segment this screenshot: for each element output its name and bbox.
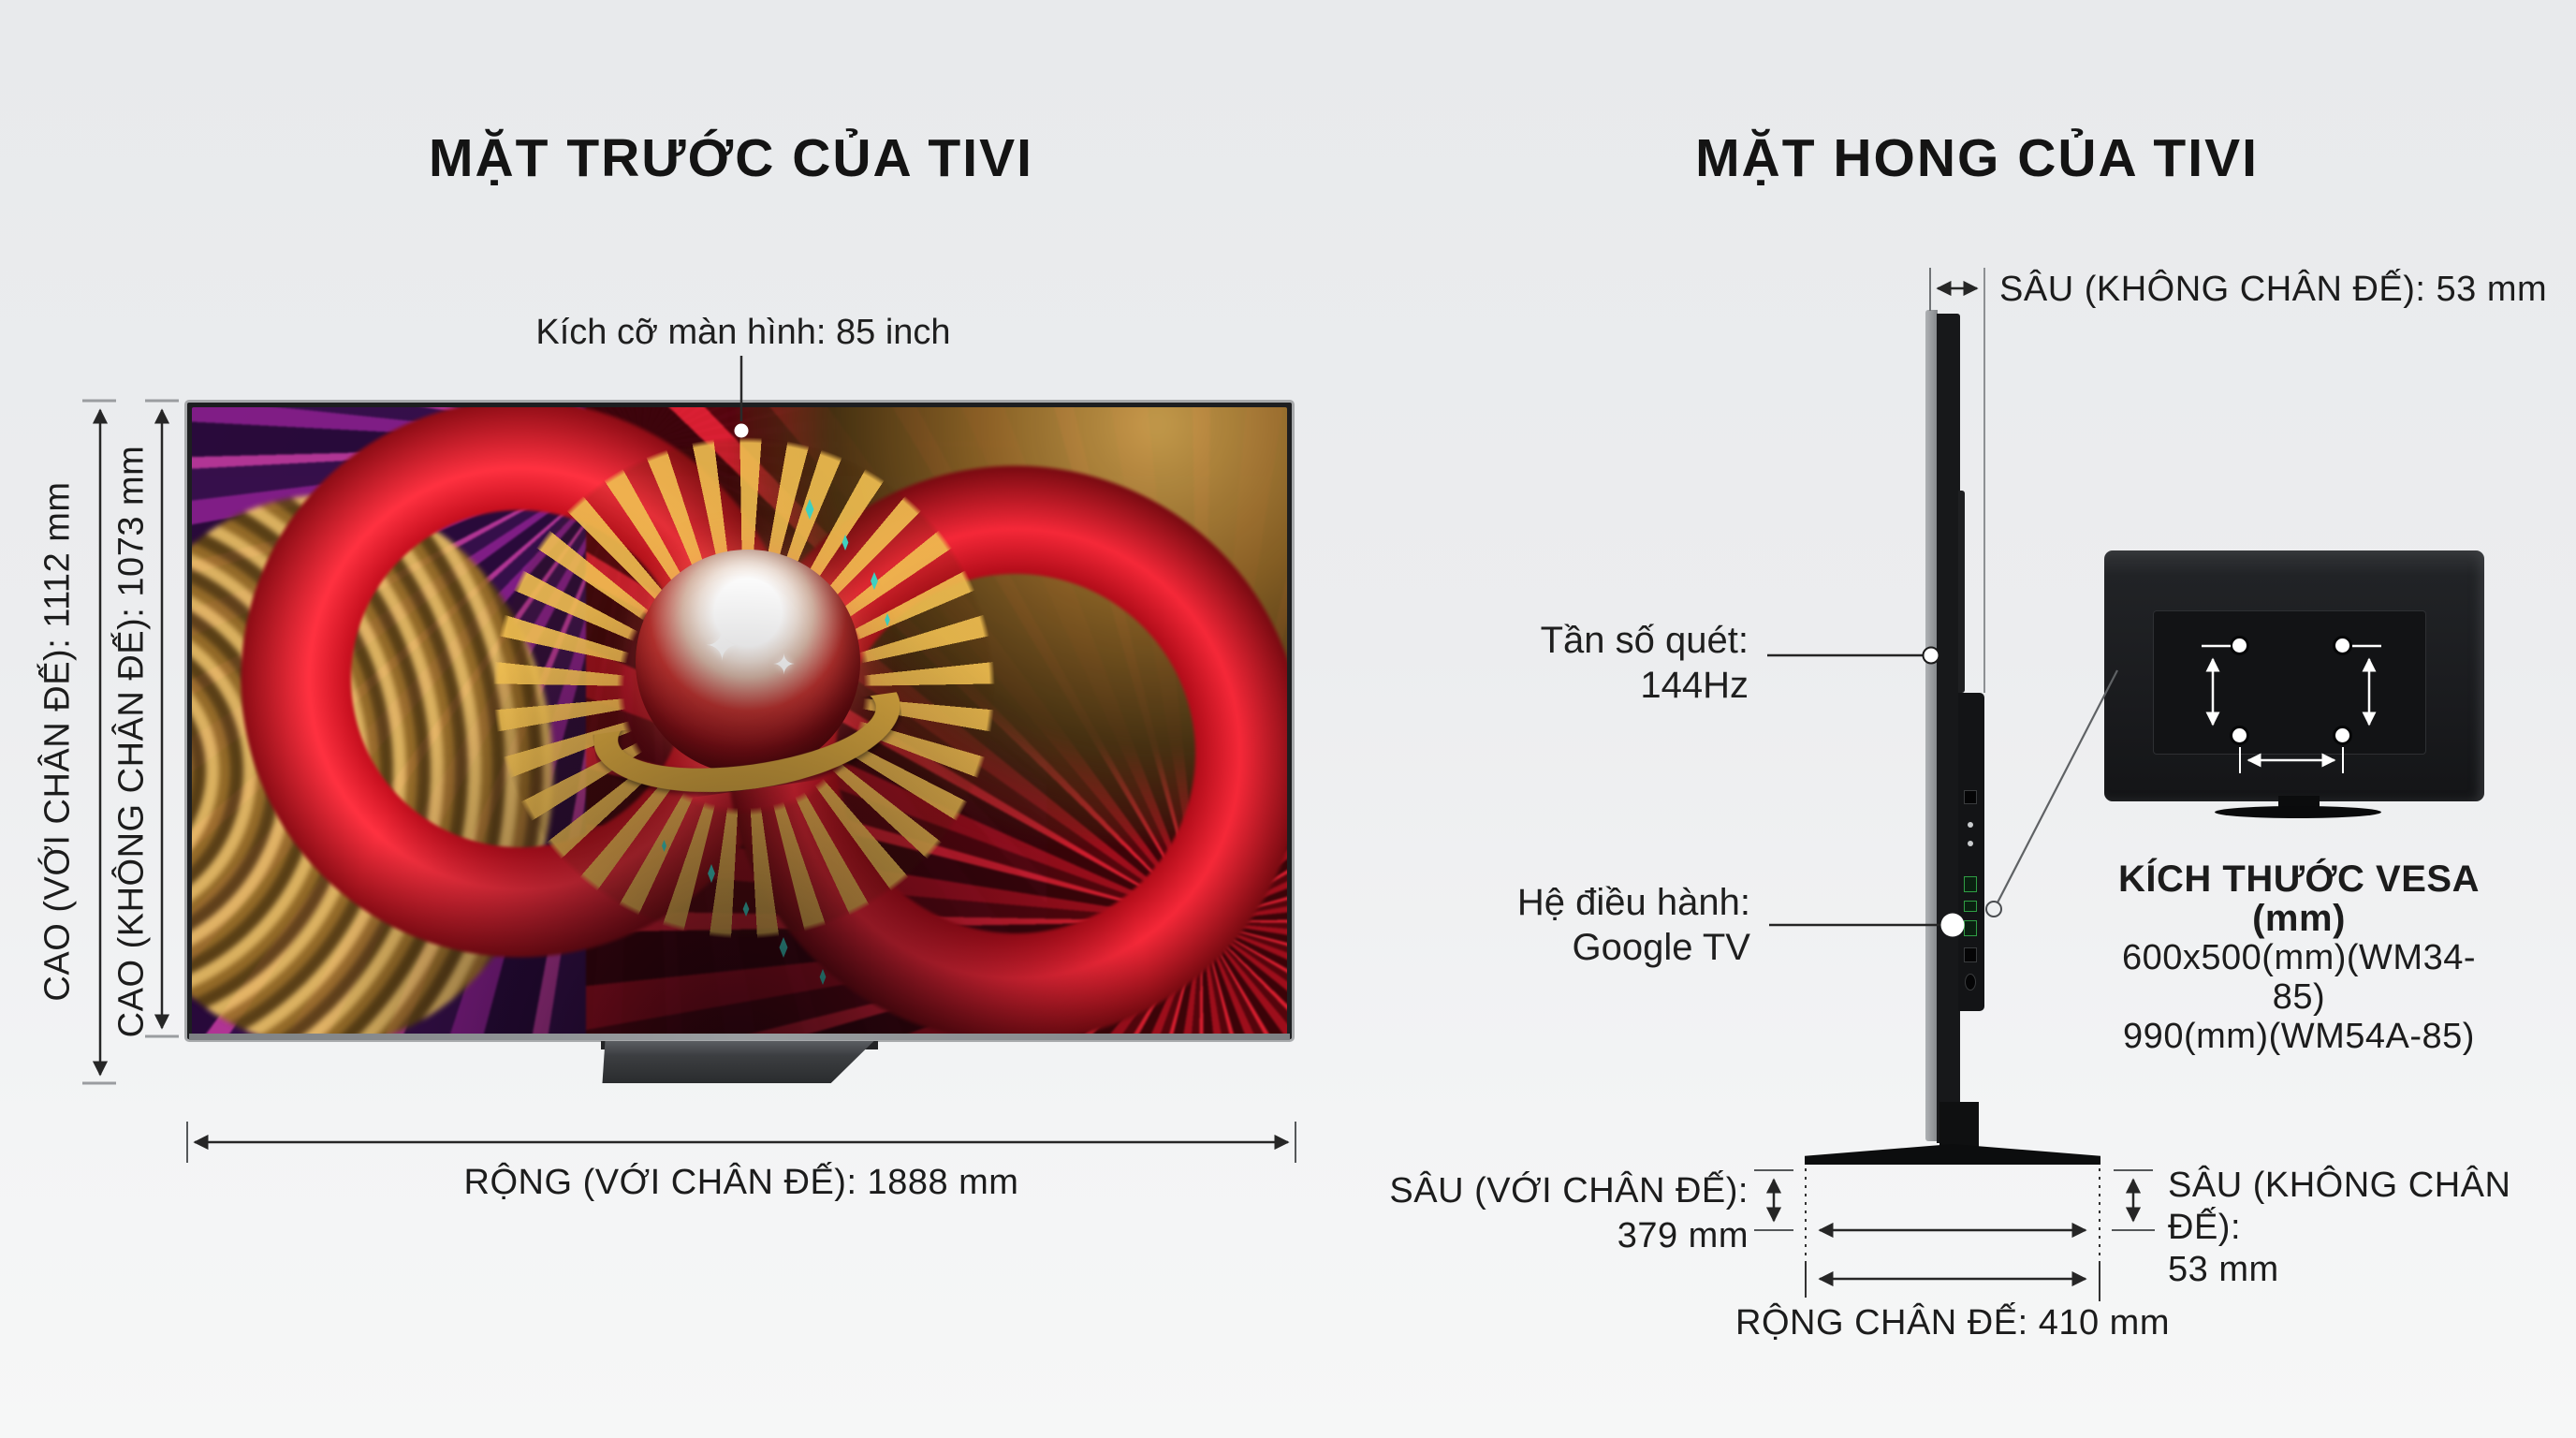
refresh-rate-value: 144Hz (1640, 665, 1749, 706)
vesa-hole (2230, 636, 2249, 655)
refresh-rate-label: Tần số quét: 144Hz (1337, 618, 1749, 708)
side-panel-notch (1958, 491, 1965, 693)
back-view-stand-base (2215, 806, 2381, 818)
side-port-hdmi (1964, 920, 1977, 936)
side-panel-body (1937, 314, 1960, 1143)
vesa-hole (2333, 726, 2352, 745)
side-stand-neck (1939, 1102, 1979, 1149)
refresh-rate-title: Tần số quét: (1540, 620, 1749, 661)
side-port-usb (1964, 901, 1977, 912)
tv-screen: ✦ ✦ (192, 407, 1287, 1034)
tv-front-stand (602, 1041, 874, 1083)
side-port-jack (1965, 974, 1976, 990)
vesa-title: KÍCH THƯỚC VESA (mm) (2118, 858, 2480, 939)
vesa-size-1: 600x500(mm)(WM34-85) (2121, 938, 2477, 1017)
depth-without-stand-top-label: SÂU (KHÔNG CHÂN ĐẾ): 53 mm (1999, 270, 2548, 309)
screen-size-leader-dot (734, 423, 749, 438)
tv-front-panel: ✦ ✦ (184, 400, 1295, 1042)
vesa-leader-line (1996, 669, 2118, 905)
side-panel-electronics-box (1958, 693, 1984, 1011)
side-port (1964, 790, 1977, 804)
vesa-hole (2333, 636, 2352, 655)
vesa-size-2: 990(mm)(WM54A-85) (2123, 1017, 2475, 1056)
vesa-hole (2230, 726, 2249, 745)
os-leader-dot (1940, 913, 1965, 937)
tv-bottom-bezel (189, 1034, 1290, 1040)
os-title: Hệ điều hành: (1516, 882, 1750, 923)
os-value: Google TV (1572, 927, 1751, 968)
screen-art-vignette (192, 407, 1287, 1034)
refresh-rate-leader-dot (1922, 646, 1940, 665)
side-port-dot (1968, 822, 1973, 828)
depth-without-stand-title: SÂU (KHÔNG CHÂN ĐẾ): (2168, 1166, 2511, 1247)
side-port-usb (1964, 876, 1977, 892)
width-with-stand-label: RỘNG (VỚI CHÂN ĐẾ): 1888 mm (463, 1163, 1019, 1202)
depth-without-stand-value: 53 mm (2168, 1250, 2279, 1289)
depth-with-stand-title: SÂU (VỚI CHÂN ĐẾ): (1389, 1171, 1749, 1211)
side-port (1964, 947, 1977, 962)
side-port-dot (1968, 841, 1973, 846)
depth-with-stand-label: SÂU (VỚI CHÂN ĐẾ): 379 mm (1309, 1168, 1749, 1258)
depth-with-stand-value: 379 mm (1617, 1216, 1749, 1255)
vesa-info: KÍCH THƯỚC VESA (mm) 600x500(mm)(WM34-85… (2112, 859, 2486, 1056)
depth-without-stand-bottom-label: SÂU (KHÔNG CHÂN ĐẾ): 53 mm (2168, 1165, 2576, 1291)
side-view-title: MẶT HONG CỦA TIVI (1695, 128, 2259, 188)
vesa-leader-dot (1985, 901, 2002, 917)
side-panel-front-edge (1925, 310, 1938, 1141)
front-view-title: MẶT TRƯỚC CỦA TIVI (429, 128, 1033, 188)
os-label: Hệ điều hành: Google TV (1337, 880, 1750, 970)
screen-size-label: Kích cỡ màn hình: 85 inch (535, 313, 951, 352)
vesa-mount-plate (2153, 610, 2426, 755)
stand-width-label: RỘNG CHÂN ĐẾ: 410 mm (1735, 1303, 2170, 1343)
